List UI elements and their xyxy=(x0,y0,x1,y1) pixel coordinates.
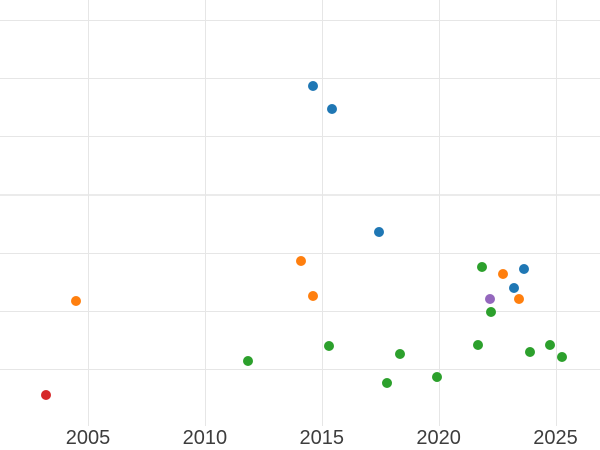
data-point-orange xyxy=(295,255,306,266)
data-point-green xyxy=(431,371,442,382)
data-point-green xyxy=(525,346,536,357)
data-point-blue xyxy=(508,282,519,293)
vertical-gridline xyxy=(556,0,557,426)
vertical-gridline xyxy=(88,0,89,426)
x-tick-label: 2025 xyxy=(533,427,578,449)
data-point-green xyxy=(381,377,392,388)
horizontal-gridline xyxy=(0,20,600,21)
vertical-gridline xyxy=(205,0,206,426)
data-point-orange xyxy=(514,294,525,305)
data-point-orange xyxy=(498,269,509,280)
data-point-blue xyxy=(326,104,337,115)
data-point-blue xyxy=(307,80,318,91)
data-point-green xyxy=(485,307,496,318)
data-point-green xyxy=(473,339,484,350)
data-point-blue xyxy=(374,227,385,238)
vertical-gridline xyxy=(439,0,440,426)
data-point-green xyxy=(243,356,254,367)
data-point-orange xyxy=(308,290,319,301)
horizontal-gridline xyxy=(0,369,600,370)
horizontal-gridline xyxy=(0,311,600,312)
x-tick-label: 2020 xyxy=(416,427,461,449)
x-tick-label: 2010 xyxy=(182,427,228,449)
plot-area xyxy=(0,0,600,426)
horizontal-gridline xyxy=(0,253,600,254)
data-point-green xyxy=(544,339,555,350)
data-point-green xyxy=(556,352,567,363)
horizontal-gridline xyxy=(0,78,600,79)
data-point-orange xyxy=(71,295,82,306)
data-point-red xyxy=(41,389,52,400)
vertical-gridline xyxy=(322,0,323,426)
horizontal-gridline xyxy=(0,136,600,137)
data-point-green xyxy=(395,348,406,359)
data-point-purple xyxy=(485,293,496,304)
data-point-blue xyxy=(518,264,529,275)
horizontal-gridline xyxy=(0,194,600,196)
x-tick-label: 2015 xyxy=(299,427,345,449)
data-point-green xyxy=(324,340,335,351)
x-tick-label: 2005 xyxy=(65,427,111,449)
data-point-green xyxy=(477,262,488,273)
